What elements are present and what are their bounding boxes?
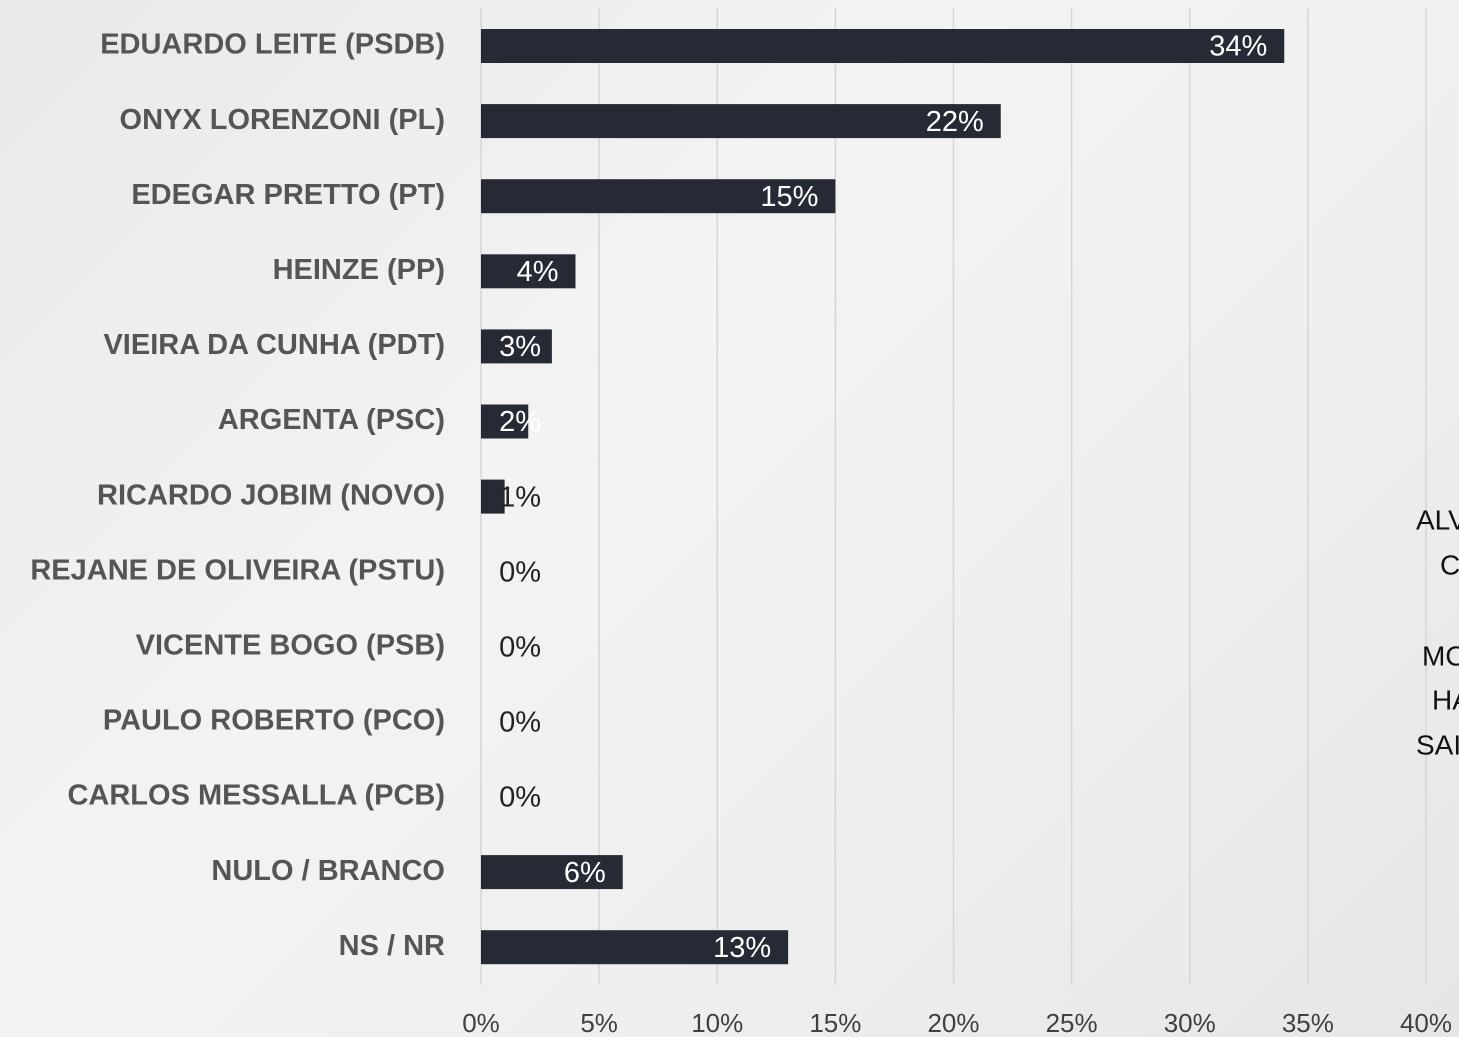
annotation: ALV <box>1416 504 1459 535</box>
value-label: 0% <box>499 782 541 814</box>
x-tick-label: 25% <box>1046 1008 1098 1037</box>
bar <box>481 329 552 364</box>
annotation: C <box>1440 549 1459 580</box>
value-label: 13% <box>713 932 771 964</box>
value-label: 3% <box>499 331 541 363</box>
value-label: 2% <box>499 406 541 438</box>
value-label: 22% <box>926 106 984 138</box>
annotation: MO <box>1422 640 1459 671</box>
category-label: RICARDO JOBIM (NOVO) <box>97 479 445 511</box>
value-label: 0% <box>499 631 541 663</box>
value-label: 6% <box>564 857 606 889</box>
x-tick-label: 20% <box>927 1008 979 1037</box>
value-label: 15% <box>760 181 818 213</box>
x-tick-label: 30% <box>1164 1008 1216 1037</box>
x-tick-label: 5% <box>580 1008 618 1037</box>
category-label: VICENTE BOGO (PSB) <box>136 629 445 661</box>
category-label: NS / NR <box>339 930 445 962</box>
x-tick-label: 35% <box>1282 1008 1334 1037</box>
value-label: 4% <box>517 256 559 288</box>
category-label: EDUARDO LEITE (PSDB) <box>100 29 445 61</box>
bar <box>481 179 836 214</box>
category-label: EDEGAR PRETTO (PT) <box>131 179 445 211</box>
category-label: HEINZE (PP) <box>273 254 445 286</box>
category-label: NULO / BRANCO <box>211 855 445 887</box>
value-label: 1% <box>499 481 541 513</box>
category-label: ONYX LORENZONI (PL) <box>120 104 445 136</box>
x-tick-label: 10% <box>691 1008 743 1037</box>
category-label: ARGENTA (PSC) <box>218 404 445 436</box>
category-label: VIEIRA DA CUNHA (PDT) <box>103 329 445 361</box>
x-tick-label: 0% <box>462 1008 500 1037</box>
value-label: 0% <box>499 707 541 739</box>
bar <box>481 930 789 965</box>
value-label: 34% <box>1209 31 1267 63</box>
bar <box>481 254 576 289</box>
bar <box>481 855 623 890</box>
bar <box>481 404 529 439</box>
bar <box>481 479 505 514</box>
x-tick-label: 40% <box>1400 1008 1452 1037</box>
bar <box>481 104 1001 139</box>
annotation: SAI <box>1416 729 1459 760</box>
category-label: PAULO ROBERTO (PCO) <box>103 705 445 737</box>
x-tick-label: 15% <box>809 1008 861 1037</box>
value-label: 0% <box>499 556 541 588</box>
category-label: CARLOS MESSALLA (PCB) <box>67 780 445 812</box>
annotation: HA <box>1432 684 1459 715</box>
bar <box>481 29 1285 63</box>
category-label: REJANE DE OLIVEIRA (PSTU) <box>30 554 445 586</box>
